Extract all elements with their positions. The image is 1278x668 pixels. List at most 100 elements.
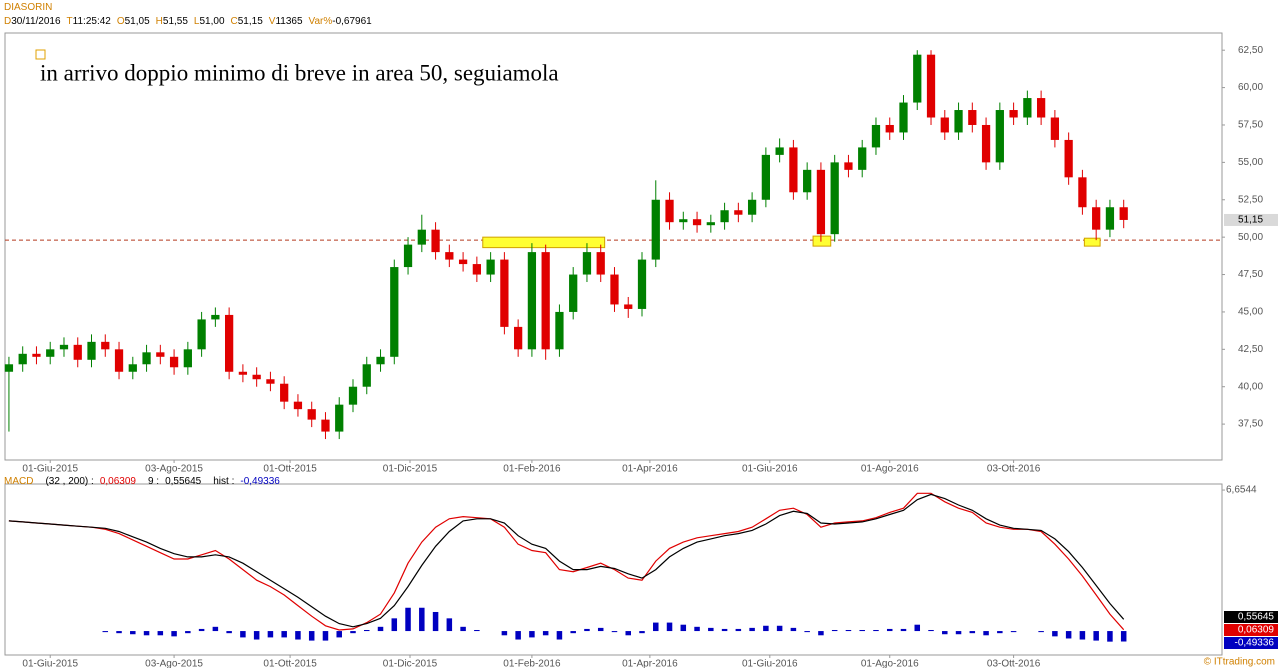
y-tick-label: 37,50	[1238, 419, 1263, 430]
candle-body	[18, 353, 27, 365]
hist-bar	[928, 629, 934, 632]
candle-body	[858, 147, 867, 170]
hist-bar	[446, 618, 453, 632]
candle-body	[844, 162, 853, 170]
candle-body	[596, 252, 605, 275]
candle-body	[940, 117, 949, 133]
macd-title: MACD	[4, 476, 34, 487]
series-last: 0,06309	[99, 476, 136, 487]
candle-body	[73, 344, 82, 360]
hist-bar	[253, 631, 260, 640]
candle-body	[156, 352, 165, 357]
hist-bar	[735, 628, 742, 632]
price-panel	[4, 32, 1223, 461]
candle-body	[747, 199, 757, 215]
highlight-box	[1083, 237, 1101, 247]
x-tick-label: 01-Apr-2016	[622, 659, 678, 668]
hist-bar	[185, 631, 191, 634]
x-tick-label: 03-Ago-2015	[145, 464, 203, 475]
candle-body	[582, 252, 592, 275]
hist-bar	[1107, 631, 1113, 642]
hist-bar	[859, 629, 865, 632]
x-tick-label: 01-Feb-2016	[503, 659, 561, 668]
candle-body	[995, 110, 1004, 163]
candle-body	[610, 274, 619, 305]
candle-body	[46, 349, 55, 357]
symbol-row: DIASORIN	[4, 2, 52, 13]
credit: © ITtrading.com	[1204, 657, 1275, 668]
series-last: -0,49336	[240, 476, 280, 487]
hist-bar	[171, 631, 177, 637]
x-tick-label: 01-Apr-2016	[622, 464, 678, 475]
symbol: DIASORIN	[4, 2, 53, 13]
candle-body	[555, 311, 564, 350]
hist-bar	[873, 629, 879, 632]
field-value: 51,55	[162, 16, 188, 27]
candle-body	[376, 356, 385, 365]
hist-bar	[721, 628, 728, 632]
field-label: C	[230, 16, 238, 27]
candle-body	[183, 349, 192, 368]
field-label: Var%	[308, 16, 333, 27]
x-tick-label: 01-Giu-2015	[22, 659, 78, 668]
y-tick-label: 42,50	[1238, 344, 1263, 355]
macd-header: MACD (32 , 200) : 0,06309 9 : 0,55645 hist :-…	[4, 476, 292, 487]
series-last: 0,55645	[165, 476, 202, 487]
candle-body	[348, 386, 358, 405]
last-price-label: 51,15	[1238, 215, 1263, 226]
candle-body	[1036, 98, 1046, 118]
field-label: H	[155, 16, 163, 27]
x-tick-label: 01-Dic-2015	[383, 464, 438, 475]
field-label: T	[66, 16, 73, 27]
field-label: D	[4, 16, 12, 27]
x-tick-label: 01-Ott-2015	[263, 659, 317, 668]
candle-body	[252, 374, 261, 380]
hist-bar	[281, 631, 287, 638]
candle-body	[968, 110, 977, 125]
hist-bar	[914, 624, 921, 632]
x-tick-label: 03-Ott-2016	[987, 464, 1041, 475]
hist-bar	[460, 626, 466, 632]
candle-body	[789, 147, 798, 193]
field-label: L	[193, 16, 200, 27]
candle-body	[899, 102, 908, 133]
series-name: hist :	[213, 476, 235, 487]
hist-bar	[226, 631, 232, 634]
annotation: in arrivo doppio minimo di breve in area…	[40, 60, 559, 85]
field-value: 11365	[275, 16, 303, 27]
hist-bar	[474, 629, 480, 632]
hist-bar	[804, 631, 810, 633]
candle-body	[114, 349, 124, 372]
candle-body	[913, 54, 922, 103]
candle-body	[32, 353, 41, 357]
candle-body	[500, 259, 509, 327]
hist-bar	[653, 622, 659, 632]
candle-body	[637, 259, 647, 309]
field-value: 11:25:42	[72, 16, 111, 27]
hist-bar	[1065, 631, 1072, 639]
candle-body	[458, 259, 468, 265]
hist-bar	[983, 631, 989, 636]
value-box	[1224, 624, 1278, 636]
hist-bar	[556, 631, 563, 640]
candle-body	[1050, 117, 1060, 140]
candle-body	[403, 244, 413, 268]
field-label: V	[268, 16, 276, 27]
candle-body	[293, 401, 303, 410]
candle-body	[734, 210, 743, 215]
candle-body	[280, 383, 289, 402]
candle-body	[1092, 207, 1101, 230]
hist-bar	[790, 627, 797, 632]
hist-bar	[845, 629, 852, 632]
hist-bar	[763, 625, 769, 632]
candle-body	[321, 419, 330, 432]
candle-body	[169, 356, 179, 368]
hist-bar	[102, 631, 109, 633]
hist-bar	[886, 628, 893, 632]
hist-bar	[391, 618, 398, 632]
hist-bar	[130, 631, 136, 635]
field-value: 51,00	[199, 16, 225, 27]
candle-body	[665, 199, 674, 223]
hist-bar	[749, 627, 755, 632]
hist-bar	[529, 631, 535, 638]
